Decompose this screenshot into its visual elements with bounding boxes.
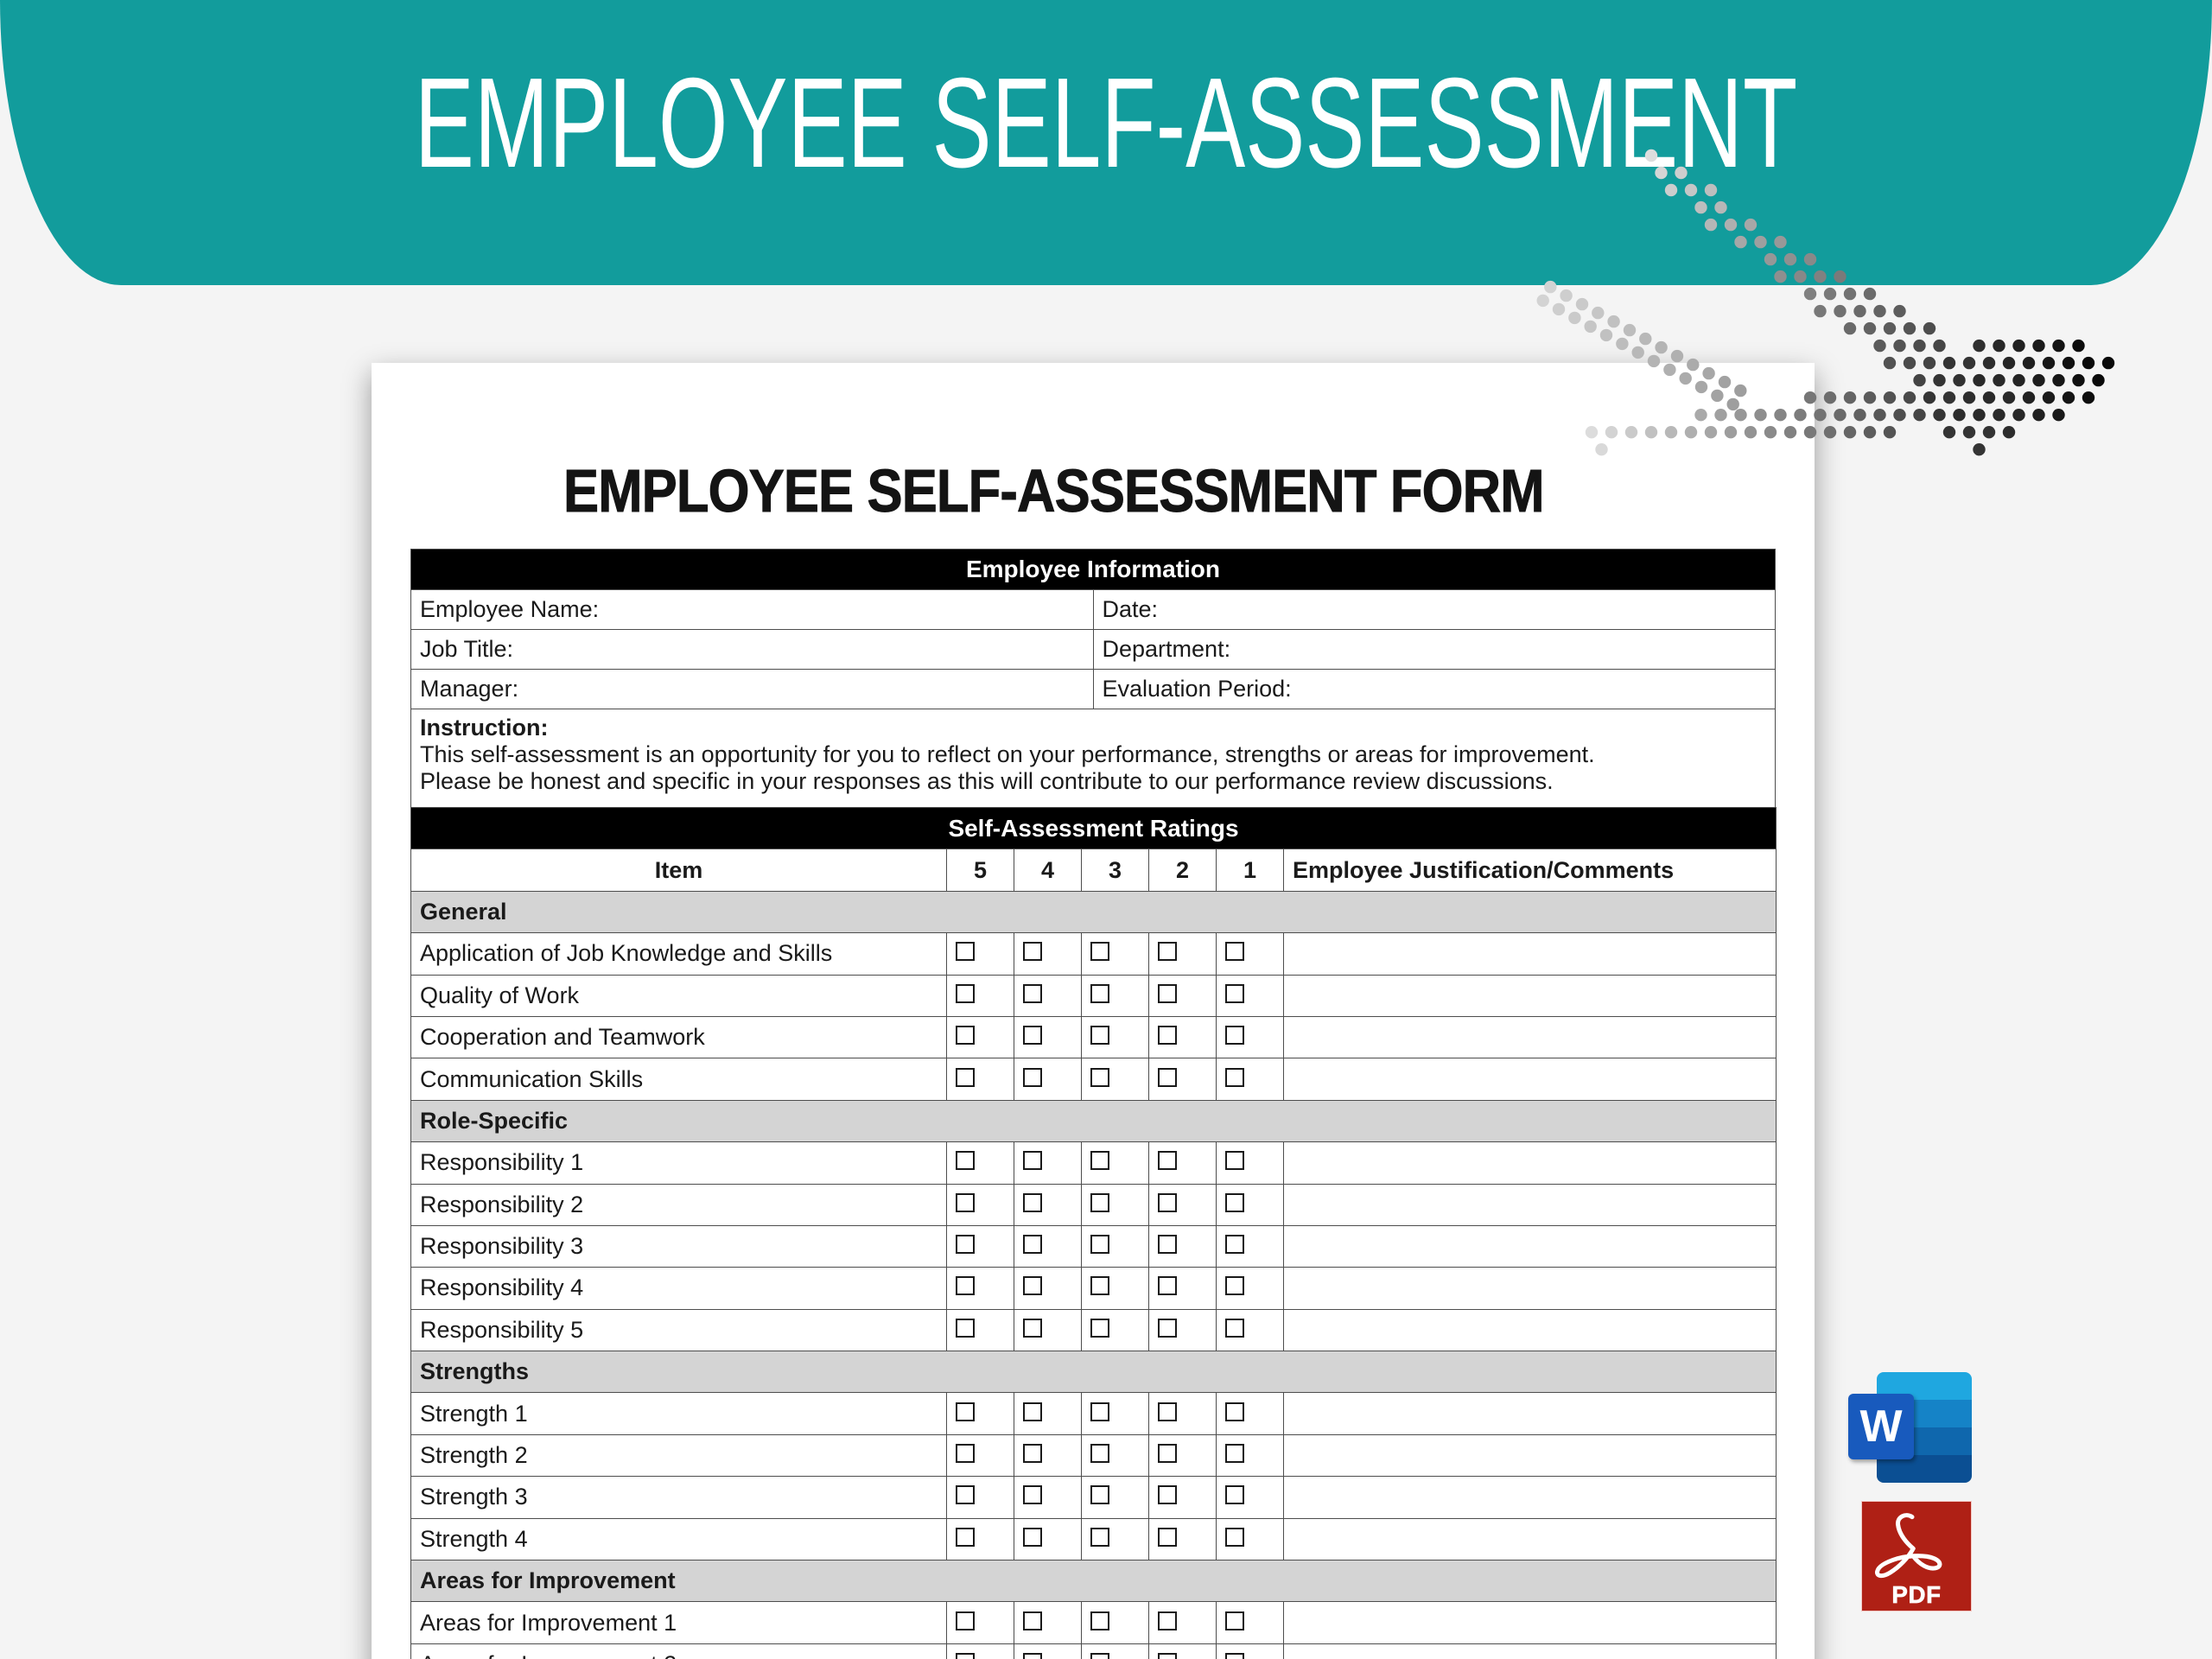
svg-text:PDF: PDF xyxy=(1891,1581,1941,1608)
